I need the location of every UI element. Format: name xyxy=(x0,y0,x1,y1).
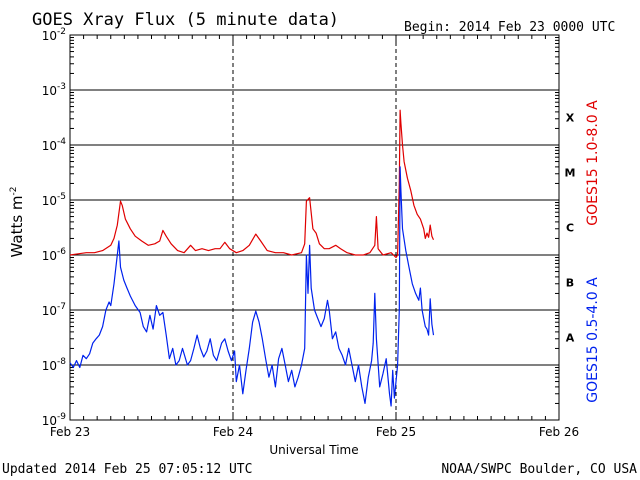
y-tick-label: 10-7 xyxy=(42,302,66,318)
plot-border xyxy=(69,34,560,421)
y-axis-label-text: Watts m xyxy=(8,195,26,257)
y-axis: 10-9 10-8 10-7 10-6 10-5 10-4 10-3 10-2 xyxy=(42,27,559,428)
flare-class-x: X xyxy=(566,112,575,125)
updated-time: Updated 2014 Feb 25 07:05:12 UTC xyxy=(2,462,252,477)
y-tick-label: 10-4 xyxy=(42,137,67,153)
chart-title: GOES Xray Flux (5 minute data) xyxy=(32,10,339,30)
y-tick-label: 10-6 xyxy=(42,247,67,263)
x-tick-label: Feb 24 xyxy=(213,425,253,439)
grid-lines xyxy=(70,35,559,420)
legend-item-short: GOES15 0.5-4.0 A xyxy=(585,277,601,403)
series-line-long xyxy=(69,109,435,259)
y-tick-label: 10-2 xyxy=(42,27,66,43)
plot-frame xyxy=(69,34,560,421)
x-tick-label: Feb 26 xyxy=(539,425,579,439)
flare-class-a: A xyxy=(566,332,575,345)
y-tick-label: 10-9 xyxy=(42,412,67,428)
legend: GOES15 1.0-8.0 A GOES15 0.5-4.0 A xyxy=(585,100,601,403)
y-tick-label: 10-8 xyxy=(42,357,67,373)
x-axis: Feb 23 Feb 24 Feb 25 Feb 26 xyxy=(50,35,579,439)
legend-item-long: GOES15 1.0-8.0 A xyxy=(585,100,601,226)
y-axis-label: Watts m-2 xyxy=(8,186,26,257)
flare-class-c: C xyxy=(566,222,574,235)
credit: NOAA/SWPC Boulder, CO USA xyxy=(441,462,637,477)
y-tick-label: 10-3 xyxy=(42,82,66,98)
x-tick-label: Feb 25 xyxy=(376,425,416,439)
flare-class-m: M xyxy=(565,167,576,180)
begin-time: Begin: 2014 Feb 23 0000 UTC xyxy=(404,20,615,35)
x-axis-label: Universal Time xyxy=(269,443,358,457)
x-tick-label: Feb 23 xyxy=(50,425,90,439)
y-axis-label-superscript: -2 xyxy=(9,186,19,195)
y-tick-label: 10-5 xyxy=(42,192,66,208)
flare-class-b: B xyxy=(566,277,574,290)
series-line-short xyxy=(69,166,435,407)
series-layer xyxy=(69,109,435,407)
flare-class-labels: X M C B A xyxy=(565,112,576,345)
